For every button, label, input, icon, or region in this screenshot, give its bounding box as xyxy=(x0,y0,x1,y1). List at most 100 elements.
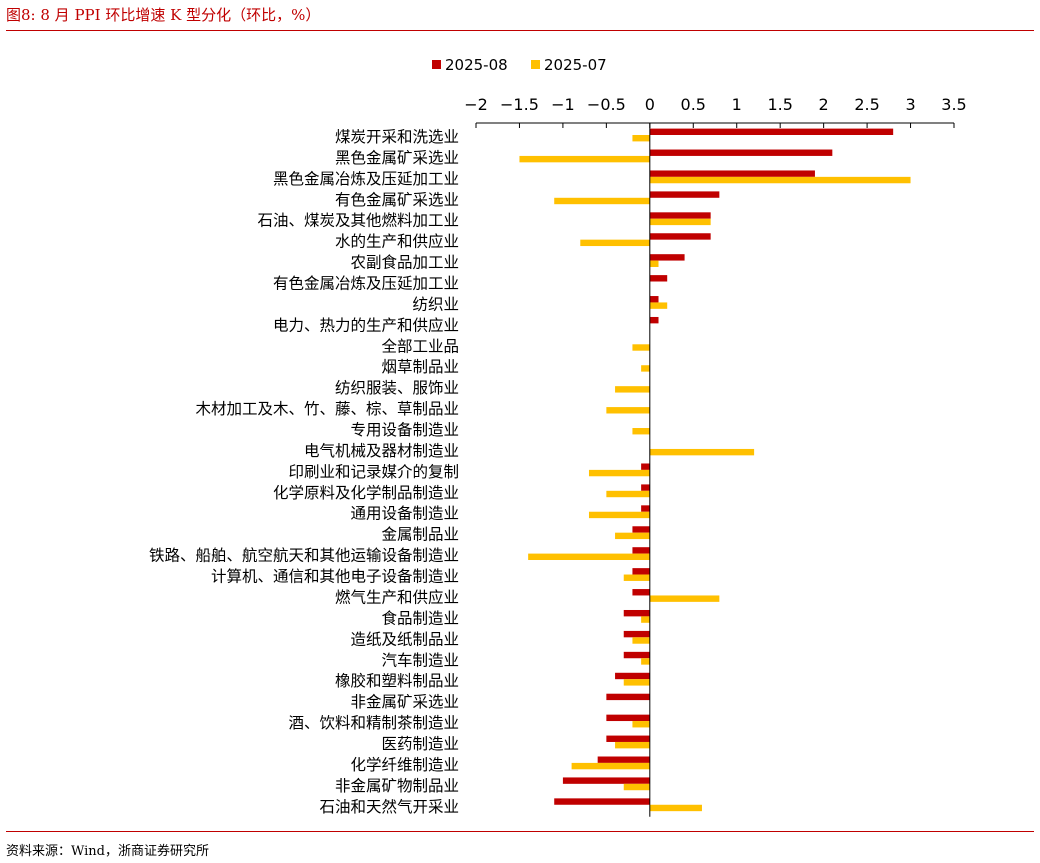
category-label: 医药制造业 xyxy=(381,735,459,753)
category-label: 黑色金属冶炼及压延加工业 xyxy=(273,170,459,188)
source-note: 资料来源：Wind，浙商证券研究所 xyxy=(6,844,209,859)
x-tick-label: 2.5 xyxy=(854,95,879,114)
bar-2025-07 xyxy=(632,135,650,142)
category-label: 燃气生产和供应业 xyxy=(335,587,459,606)
legend: 2025-08 2025-07 xyxy=(432,56,607,74)
bar-2025-07 xyxy=(606,490,650,498)
bar-chart: 2025-08 2025-07 −2 −1.5 −1 −0.5 0 0.5 1 1.5 2 2.5 3… xyxy=(149,56,967,817)
bar-2025-07 xyxy=(649,218,711,226)
bar-2025-07 xyxy=(615,741,650,749)
category-label: 烟草制品业 xyxy=(381,358,459,376)
bar-2025-08 xyxy=(606,735,650,742)
category-label: 电力、热力的生产和供应业 xyxy=(273,315,459,334)
x-tick-label: 3.5 xyxy=(941,95,966,114)
bar-2025-07 xyxy=(588,469,650,477)
bar-2025-08 xyxy=(649,149,833,156)
bar-2025-07 xyxy=(632,721,650,728)
category-label: 煤炭开采和洗选业 xyxy=(335,128,459,146)
x-tick-label: 0.5 xyxy=(681,95,706,114)
bar-2025-08 xyxy=(623,630,650,638)
bar-2025-08 xyxy=(606,693,650,701)
legend-swatch-2025-08 xyxy=(432,60,441,69)
category-label: 电气机械及器材制造业 xyxy=(304,442,459,460)
bar-2025-08 xyxy=(649,275,668,282)
category-label: 造纸及纸制品业 xyxy=(350,630,459,648)
bar-2025-08 xyxy=(632,526,650,533)
x-tick-label: 0 xyxy=(645,95,655,114)
bar-2025-07 xyxy=(649,595,720,602)
bar-2025-07 xyxy=(632,344,650,351)
bar-2025-08 xyxy=(641,463,650,470)
category-label: 水的生产和供应业 xyxy=(335,232,459,251)
bar-2025-08 xyxy=(649,170,815,177)
x-tick-label: 2 xyxy=(819,95,829,114)
bar-2025-07 xyxy=(649,448,755,456)
category-label: 木材加工及木、竹、藤、棕、草制品业 xyxy=(195,400,459,418)
category-label: 黑色金属矿采选业 xyxy=(335,149,459,167)
bar-2025-07 xyxy=(649,804,702,812)
bottom-rule xyxy=(6,831,1034,832)
category-labels: 煤炭开采和洗选业黑色金属矿采选业黑色金属冶炼及压延加工业有色金属矿采选业石油、煤… xyxy=(149,128,459,816)
bars xyxy=(519,128,911,812)
legend-label-2025-07: 2025-07 xyxy=(544,56,607,74)
x-tick-label: −0.5 xyxy=(587,95,626,114)
bar-2025-07 xyxy=(519,155,650,163)
bar-2025-08 xyxy=(649,296,659,303)
x-axis: −2 −1.5 −1 −0.5 0 0.5 1 1.5 2 2.5 3 3.5 xyxy=(464,95,967,128)
legend-label-2025-08: 2025-08 xyxy=(445,56,508,74)
category-label: 汽车制造业 xyxy=(381,651,459,669)
x-tick-label: −2 xyxy=(464,95,488,114)
figure-title: 图8: 8 月 PPI 环比增速 K 型分化（环比，%） xyxy=(6,6,321,24)
bar-2025-07 xyxy=(606,407,650,414)
category-label: 纺织服装、服饰业 xyxy=(335,379,459,397)
bar-2025-07 xyxy=(649,260,659,267)
bar-2025-07 xyxy=(554,197,650,205)
bar-2025-08 xyxy=(597,756,650,763)
category-label: 专用设备制造业 xyxy=(350,421,459,439)
category-label: 纺织业 xyxy=(412,295,459,313)
x-tick-label: −1 xyxy=(551,95,575,114)
bar-2025-08 xyxy=(641,505,650,512)
bar-2025-08 xyxy=(632,568,650,575)
bar-2025-07 xyxy=(623,679,650,686)
bar-2025-08 xyxy=(606,714,650,722)
bar-2025-07 xyxy=(632,428,650,435)
bar-2025-07 xyxy=(615,386,650,393)
category-label: 化学原料及化学制品制造业 xyxy=(273,484,459,502)
category-label: 非金属矿采选业 xyxy=(350,693,459,711)
x-tick-label: 3 xyxy=(905,95,915,114)
category-label: 化学纤维制造业 xyxy=(350,756,459,774)
bar-2025-08 xyxy=(632,589,650,596)
category-label: 有色金属冶炼及压延加工业 xyxy=(273,275,459,293)
bar-2025-08 xyxy=(649,316,659,324)
category-label: 印刷业和记录媒介的复制 xyxy=(288,463,459,481)
bar-2025-07 xyxy=(528,553,650,560)
bar-2025-07 xyxy=(632,637,650,644)
bar-2025-07 xyxy=(623,574,650,581)
x-tick-label: −1.5 xyxy=(500,95,539,114)
bar-2025-08 xyxy=(615,672,650,680)
category-label: 酒、饮料和精制茶制造业 xyxy=(288,714,459,732)
bar-2025-08 xyxy=(623,609,650,617)
bar-2025-08 xyxy=(649,191,720,198)
category-label: 橡胶和塑料制品业 xyxy=(335,672,459,690)
category-label: 有色金属矿采选业 xyxy=(335,191,459,209)
x-tick-label: 1 xyxy=(732,95,742,114)
category-label: 农副食品加工业 xyxy=(350,254,459,272)
bar-2025-07 xyxy=(580,239,650,247)
category-label: 非金属矿物制品业 xyxy=(335,777,459,795)
category-label: 计算机、通信和其他电子设备制造业 xyxy=(211,567,459,586)
bar-2025-07 xyxy=(641,658,650,665)
bar-2025-07 xyxy=(615,532,650,540)
bar-2025-08 xyxy=(623,651,650,659)
bar-2025-08 xyxy=(632,547,650,554)
category-label: 铁路、船舶、航空航天和其他运输设备制造业 xyxy=(149,547,459,565)
bar-2025-08 xyxy=(562,777,650,784)
bar-2025-07 xyxy=(623,783,650,791)
category-label: 通用设备制造业 xyxy=(350,505,459,523)
bar-2025-07 xyxy=(588,511,650,519)
bar-2025-07 xyxy=(649,302,668,309)
bar-2025-08 xyxy=(554,798,650,805)
bar-2025-07 xyxy=(649,176,911,184)
bar-2025-07 xyxy=(641,616,650,623)
